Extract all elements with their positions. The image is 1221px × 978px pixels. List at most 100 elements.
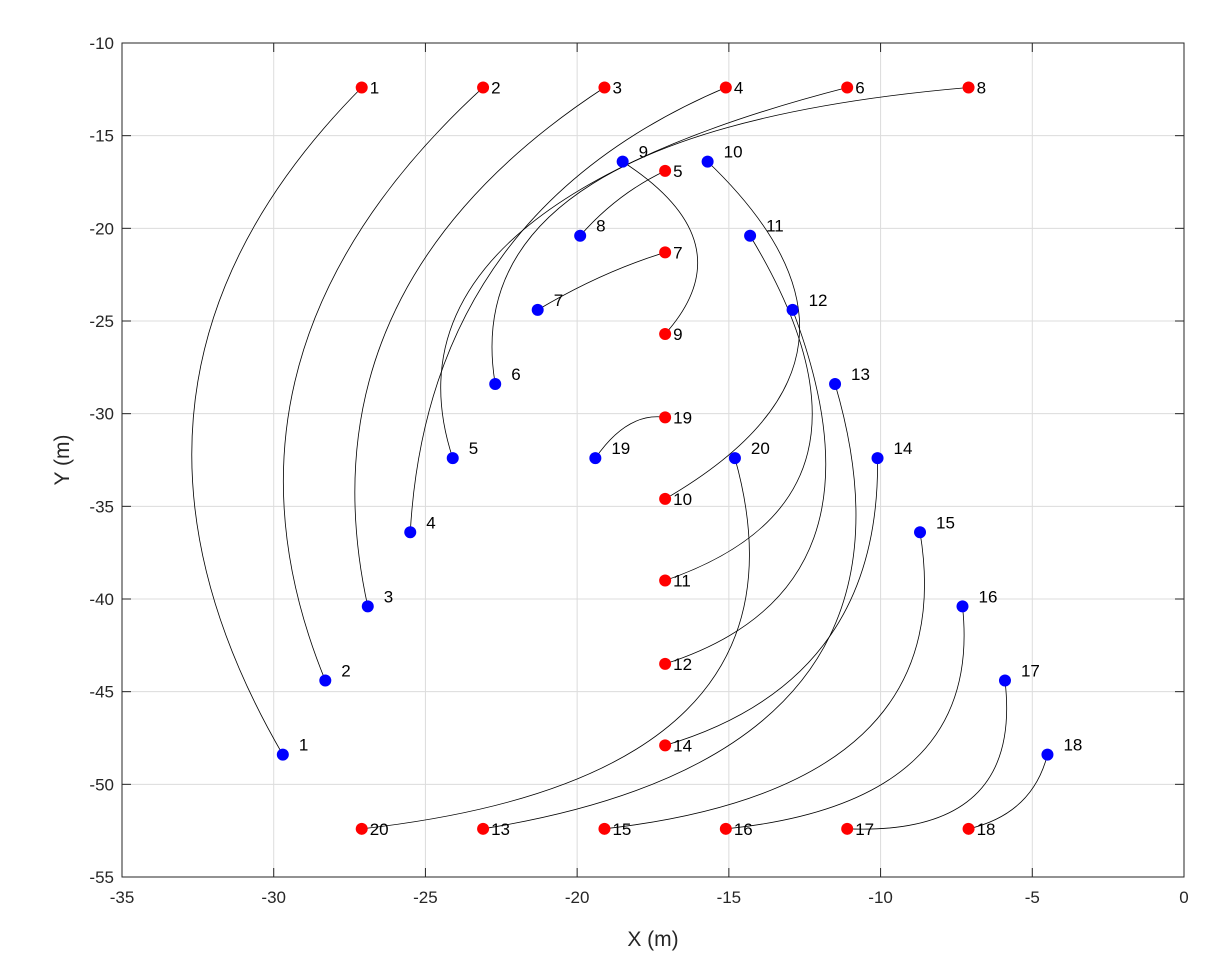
end-point-label-5: 5	[673, 162, 682, 181]
trajectory-path-19	[595, 416, 666, 459]
y-tick-label: -35	[89, 497, 114, 516]
start-point-label-8: 8	[596, 217, 605, 236]
axis-ticks: -35 -30 -25 -20 -15 -10 -5 0-10-15-20-25-30-35-…	[89, 34, 1188, 907]
start-point-6	[489, 378, 502, 391]
end-point-label-17: 17	[855, 820, 874, 839]
y-axis-label: Y (m)	[51, 435, 74, 486]
trajectory-path-9	[622, 161, 698, 335]
start-point-5	[446, 452, 459, 465]
start-point-3	[361, 600, 374, 613]
start-point-label-6: 6	[511, 365, 520, 384]
trajectory-path-20	[361, 458, 750, 830]
end-point-label-18: 18	[977, 820, 996, 839]
start-point-15	[914, 526, 927, 539]
y-tick-label: -10	[89, 34, 114, 53]
x-tick-label: -20	[565, 888, 590, 907]
end-point-12	[659, 657, 672, 670]
end-point-label-19: 19	[673, 408, 692, 427]
start-point-17	[998, 674, 1011, 687]
trajectory-path-11	[665, 235, 813, 581]
start-point-7	[531, 303, 544, 316]
trajectory-path-1	[191, 87, 362, 755]
y-tick-label: -55	[89, 868, 114, 887]
y-tick-label: -50	[89, 775, 114, 794]
trajectory-path-16	[725, 606, 965, 830]
x-tick-label: -30	[261, 888, 286, 907]
start-point-label-7: 7	[554, 291, 563, 310]
x-tick-label: 0	[1179, 888, 1188, 907]
x-tick-label: -35	[110, 888, 135, 907]
end-point-2	[477, 81, 490, 94]
trajectory-path-3	[354, 87, 605, 607]
start-point-label-17: 17	[1021, 662, 1040, 681]
start-point-18	[1041, 748, 1054, 761]
start-point-label-16: 16	[978, 587, 997, 606]
start-point-label-9: 9	[639, 143, 648, 162]
start-point-20	[728, 452, 741, 465]
end-point-20	[355, 822, 368, 835]
start-point-13	[829, 378, 842, 391]
end-point-19	[659, 411, 672, 424]
start-point-14	[871, 452, 884, 465]
trajectory-path-13	[483, 383, 857, 830]
start-point-label-3: 3	[384, 587, 393, 606]
trajectory-path-4	[409, 87, 726, 533]
end-point-label-20: 20	[370, 820, 389, 839]
start-point-label-19: 19	[611, 439, 630, 458]
end-point-15	[598, 822, 611, 835]
start-point-19	[589, 452, 602, 465]
start-point-label-12: 12	[809, 291, 828, 310]
start-point-label-13: 13	[851, 365, 870, 384]
end-point-6	[841, 81, 854, 94]
start-point-1	[276, 748, 289, 761]
trajectory-path-14	[665, 458, 878, 746]
plot-frame	[121, 42, 1185, 878]
end-point-label-13: 13	[491, 820, 510, 839]
trajectory-path-5	[440, 87, 848, 459]
end-point-4	[719, 81, 732, 94]
trajectory-path-7	[537, 252, 666, 311]
end-point-label-7: 7	[673, 243, 682, 262]
start-point-label-4: 4	[426, 513, 435, 532]
start-point-label-18: 18	[1063, 736, 1082, 755]
y-tick-label: -40	[89, 590, 114, 609]
end-point-label-9: 9	[673, 325, 682, 344]
start-point-12	[786, 303, 799, 316]
start-point-label-11: 11	[766, 217, 784, 236]
end-point-label-15: 15	[612, 820, 631, 839]
end-point-16	[719, 822, 732, 835]
trajectory-path-15	[604, 532, 925, 830]
start-point-label-5: 5	[469, 439, 478, 458]
trajectory-path-6	[491, 87, 969, 385]
y-tick-label: -45	[89, 683, 114, 702]
end-point-label-3: 3	[612, 78, 621, 97]
trajectory-path-18	[968, 754, 1048, 830]
x-tick-label: -25	[413, 888, 438, 907]
start-point-16	[956, 600, 969, 613]
end-point-label-6: 6	[855, 78, 864, 97]
start-point-label-15: 15	[936, 513, 955, 532]
start-point-label-1: 1	[299, 736, 308, 755]
y-tick-label: -30	[89, 405, 114, 424]
x-axis-label: X (m)	[627, 928, 678, 951]
y-tick-label: -25	[89, 312, 114, 331]
start-point-label-20: 20	[751, 439, 770, 458]
trajectory-path-10	[664, 161, 800, 500]
x-tick-label: -5	[1025, 888, 1040, 907]
end-point-14	[659, 739, 672, 752]
start-point-4	[404, 526, 417, 539]
end-point-label-8: 8	[977, 78, 986, 97]
start-point-9	[616, 155, 629, 168]
start-point-label-14: 14	[894, 439, 913, 458]
end-point-5	[659, 164, 672, 177]
y-tick-label: -20	[89, 219, 114, 238]
trajectory-path-8	[579, 170, 666, 237]
start-point-label-2: 2	[341, 662, 350, 681]
start-point-10	[701, 155, 714, 168]
start-point-2	[319, 674, 332, 687]
end-point-8	[962, 81, 975, 94]
end-point-10	[659, 492, 672, 505]
